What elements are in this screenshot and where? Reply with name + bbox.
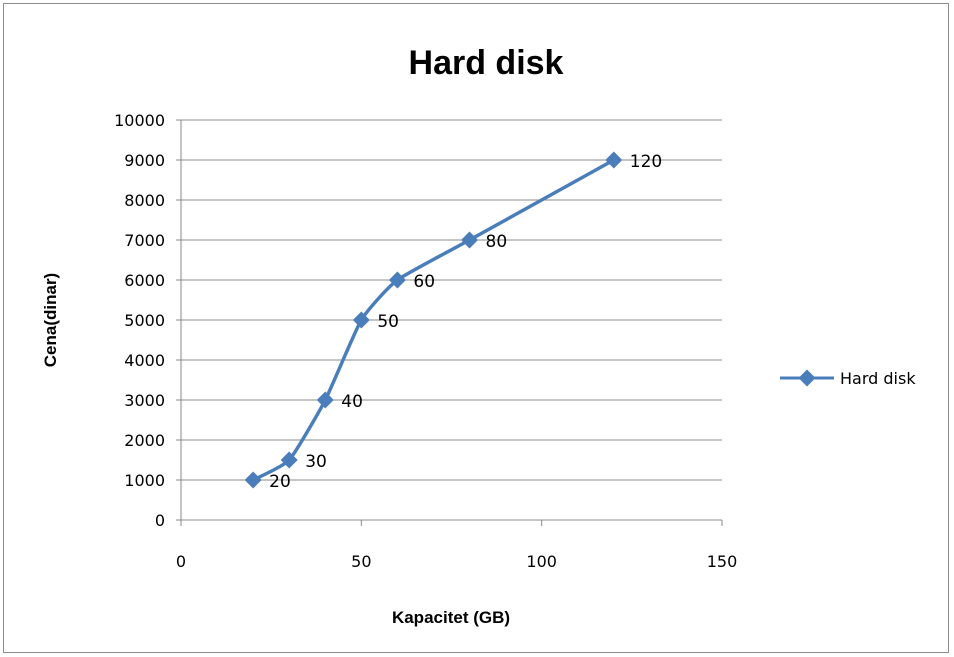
legend-label: Hard disk: [840, 369, 916, 388]
y-tick-label: 10000: [114, 111, 165, 130]
y-tick-label: 9000: [124, 151, 165, 170]
y-tick-label: 2000: [124, 431, 165, 450]
data-point-marker: [352, 311, 370, 329]
gridlines: [181, 119, 722, 481]
data-point-marker: [461, 231, 479, 249]
data-point-marker: [388, 271, 406, 289]
data-label: 120: [630, 152, 662, 172]
chart-frame: [3, 3, 949, 653]
data-point-marker: [605, 151, 623, 169]
data-label: 20: [269, 472, 291, 492]
data-point-marker: [316, 391, 334, 409]
data-label: 60: [413, 272, 435, 292]
x-tick-label: 150: [707, 552, 738, 571]
chart-title: Hard disk: [409, 44, 564, 82]
series-hard-disk: 20 30 40 50 60 80 120: [244, 151, 662, 492]
y-tick-label: 1000: [124, 471, 165, 490]
x-tick-label: 0: [176, 552, 186, 571]
y-tick-label: 5000: [124, 311, 165, 330]
data-label: 40: [341, 392, 363, 412]
data-label: 80: [486, 232, 508, 252]
y-tick-labels: 0 1000 2000 3000 4000 5000 6000 7000 8000 9000 100…: [114, 111, 165, 530]
y-tick-label: 0: [155, 511, 165, 530]
data-label: 50: [377, 312, 399, 332]
y-tick-label: 7000: [124, 231, 165, 250]
y-tick-label: 3000: [124, 391, 165, 410]
data-label: 30: [305, 452, 327, 472]
y-tick-label: 4000: [124, 351, 165, 370]
x-axis-title: Kapacitet (GB): [392, 608, 510, 627]
data-point-marker: [244, 471, 262, 489]
legend-marker-icon: [798, 369, 816, 387]
legend: Hard disk: [780, 369, 916, 388]
y-tick-label: 8000: [124, 191, 165, 210]
x-tick-label: 100: [526, 552, 557, 571]
x-tick-label: 50: [351, 552, 371, 571]
axes: [176, 119, 723, 526]
x-tick-labels: 0 50 100 150: [176, 552, 737, 571]
y-tick-label: 6000: [124, 271, 165, 290]
y-axis-title: Cena(dinar): [41, 273, 60, 367]
data-point-marker: [280, 451, 298, 469]
